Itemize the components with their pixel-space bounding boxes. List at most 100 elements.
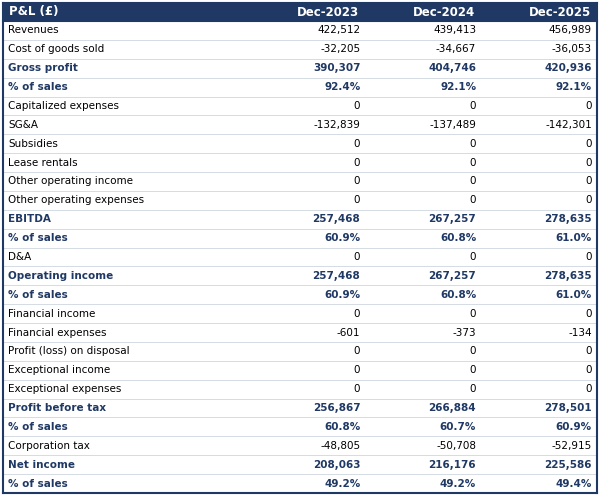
Bar (3, 323, 597, 342)
Text: Dec-2023: Dec-2023 (297, 5, 359, 18)
Text: 422,512: 422,512 (317, 25, 361, 35)
Bar (3, 78, 597, 97)
Text: 278,501: 278,501 (544, 403, 592, 413)
Text: -373: -373 (452, 327, 476, 337)
Bar (3, 361, 597, 380)
Text: Dec-2024: Dec-2024 (413, 5, 475, 18)
Bar (3, 172, 597, 191)
Text: Other operating expenses: Other operating expenses (8, 195, 144, 205)
Text: Subsidies: Subsidies (8, 139, 58, 149)
Text: 0: 0 (470, 365, 476, 375)
Bar (3, 248, 597, 266)
Text: 49.2%: 49.2% (324, 479, 361, 489)
Text: 60.8%: 60.8% (324, 422, 361, 432)
Bar (3, 380, 597, 399)
Text: Other operating income: Other operating income (8, 177, 133, 186)
Text: -134: -134 (568, 327, 592, 337)
Text: 439,413: 439,413 (433, 25, 476, 35)
Text: 49.4%: 49.4% (556, 479, 592, 489)
Text: 390,307: 390,307 (313, 63, 361, 73)
Text: 0: 0 (586, 309, 592, 318)
Text: 60.8%: 60.8% (440, 290, 476, 300)
Text: 61.0%: 61.0% (556, 233, 592, 243)
Text: 256,867: 256,867 (313, 403, 361, 413)
Text: SG&A: SG&A (8, 120, 38, 130)
Text: 0: 0 (586, 365, 592, 375)
Bar (3, 266, 597, 285)
Text: 0: 0 (586, 384, 592, 394)
Text: 0: 0 (354, 252, 361, 262)
Text: 0: 0 (586, 101, 592, 111)
Text: 60.9%: 60.9% (556, 422, 592, 432)
Bar (250, 3, 365, 21)
Text: D&A: D&A (8, 252, 31, 262)
Bar (365, 3, 481, 21)
Bar (3, 134, 597, 153)
Text: -52,915: -52,915 (552, 441, 592, 451)
Text: Financial expenses: Financial expenses (8, 327, 107, 337)
Text: 278,635: 278,635 (544, 271, 592, 281)
Text: 0: 0 (470, 252, 476, 262)
Text: 0: 0 (470, 346, 476, 357)
Bar (3, 40, 597, 59)
Text: -50,708: -50,708 (436, 441, 476, 451)
Text: Corporation tax: Corporation tax (8, 441, 90, 451)
Text: 0: 0 (586, 158, 592, 168)
Text: Revenues: Revenues (8, 25, 59, 35)
Text: 225,586: 225,586 (545, 460, 592, 470)
Text: 92.4%: 92.4% (324, 82, 361, 92)
Bar (3, 285, 597, 304)
Bar (3, 21, 597, 40)
Text: -601: -601 (337, 327, 361, 337)
Bar (481, 3, 597, 21)
Text: 257,468: 257,468 (313, 271, 361, 281)
Text: 0: 0 (586, 195, 592, 205)
Text: 0: 0 (470, 195, 476, 205)
Text: 0: 0 (586, 177, 592, 186)
Text: 60.8%: 60.8% (440, 233, 476, 243)
Bar (3, 229, 597, 248)
Text: 92.1%: 92.1% (440, 82, 476, 92)
Text: 208,063: 208,063 (313, 460, 361, 470)
Text: 266,884: 266,884 (428, 403, 476, 413)
Text: -137,489: -137,489 (429, 120, 476, 130)
Text: Lease rentals: Lease rentals (8, 158, 77, 168)
Bar (3, 59, 597, 78)
Text: 0: 0 (354, 158, 361, 168)
Text: 0: 0 (586, 252, 592, 262)
Text: 0: 0 (470, 101, 476, 111)
Text: P&L (£): P&L (£) (9, 5, 59, 18)
Text: 49.2%: 49.2% (440, 479, 476, 489)
Text: 267,257: 267,257 (428, 214, 476, 224)
Text: % of sales: % of sales (8, 233, 68, 243)
Text: Operating income: Operating income (8, 271, 113, 281)
Text: 404,746: 404,746 (428, 63, 476, 73)
Text: Capitalized expenses: Capitalized expenses (8, 101, 119, 111)
Text: Financial income: Financial income (8, 309, 95, 318)
Text: -36,053: -36,053 (552, 44, 592, 55)
Text: Gross profit: Gross profit (8, 63, 78, 73)
Text: 60.9%: 60.9% (324, 290, 361, 300)
Text: Profit before tax: Profit before tax (8, 403, 106, 413)
Text: 0: 0 (354, 101, 361, 111)
Text: 0: 0 (354, 309, 361, 318)
Text: 0: 0 (354, 365, 361, 375)
Bar (3, 455, 597, 474)
Text: 60.7%: 60.7% (440, 422, 476, 432)
Text: 0: 0 (354, 195, 361, 205)
Text: -142,301: -142,301 (545, 120, 592, 130)
Text: EBITDA: EBITDA (8, 214, 51, 224)
Text: % of sales: % of sales (8, 82, 68, 92)
Text: Cost of goods sold: Cost of goods sold (8, 44, 104, 55)
Text: -132,839: -132,839 (313, 120, 361, 130)
Text: 60.9%: 60.9% (324, 233, 361, 243)
Text: 0: 0 (586, 346, 592, 357)
Text: -34,667: -34,667 (436, 44, 476, 55)
Bar (3, 153, 597, 172)
Text: 0: 0 (354, 139, 361, 149)
Bar (3, 399, 597, 418)
Text: 0: 0 (354, 384, 361, 394)
Text: -32,205: -32,205 (320, 44, 361, 55)
Text: 61.0%: 61.0% (556, 290, 592, 300)
Text: 0: 0 (470, 177, 476, 186)
